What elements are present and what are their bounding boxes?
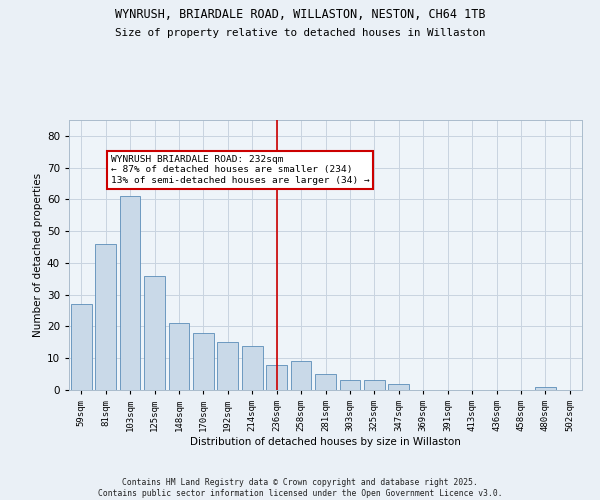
Bar — [535, 387, 556, 390]
X-axis label: Distribution of detached houses by size in Willaston: Distribution of detached houses by size … — [190, 437, 461, 447]
Text: Size of property relative to detached houses in Willaston: Size of property relative to detached ho… — [115, 28, 485, 38]
Bar — [217, 342, 238, 390]
Bar — [144, 276, 165, 390]
Text: WYNRUSH BRIARDALE ROAD: 232sqm
← 87% of detached houses are smaller (234)
13% of: WYNRUSH BRIARDALE ROAD: 232sqm ← 87% of … — [110, 155, 369, 184]
Bar — [242, 346, 263, 390]
Bar — [95, 244, 116, 390]
Bar — [266, 364, 287, 390]
Text: Contains HM Land Registry data © Crown copyright and database right 2025.
Contai: Contains HM Land Registry data © Crown c… — [98, 478, 502, 498]
Bar — [290, 362, 311, 390]
Bar — [71, 304, 92, 390]
Bar — [364, 380, 385, 390]
Y-axis label: Number of detached properties: Number of detached properties — [32, 173, 43, 337]
Bar — [193, 333, 214, 390]
Bar — [315, 374, 336, 390]
Text: WYNRUSH, BRIARDALE ROAD, WILLASTON, NESTON, CH64 1TB: WYNRUSH, BRIARDALE ROAD, WILLASTON, NEST… — [115, 8, 485, 20]
Bar — [340, 380, 361, 390]
Bar — [388, 384, 409, 390]
Bar — [119, 196, 140, 390]
Bar — [169, 324, 190, 390]
